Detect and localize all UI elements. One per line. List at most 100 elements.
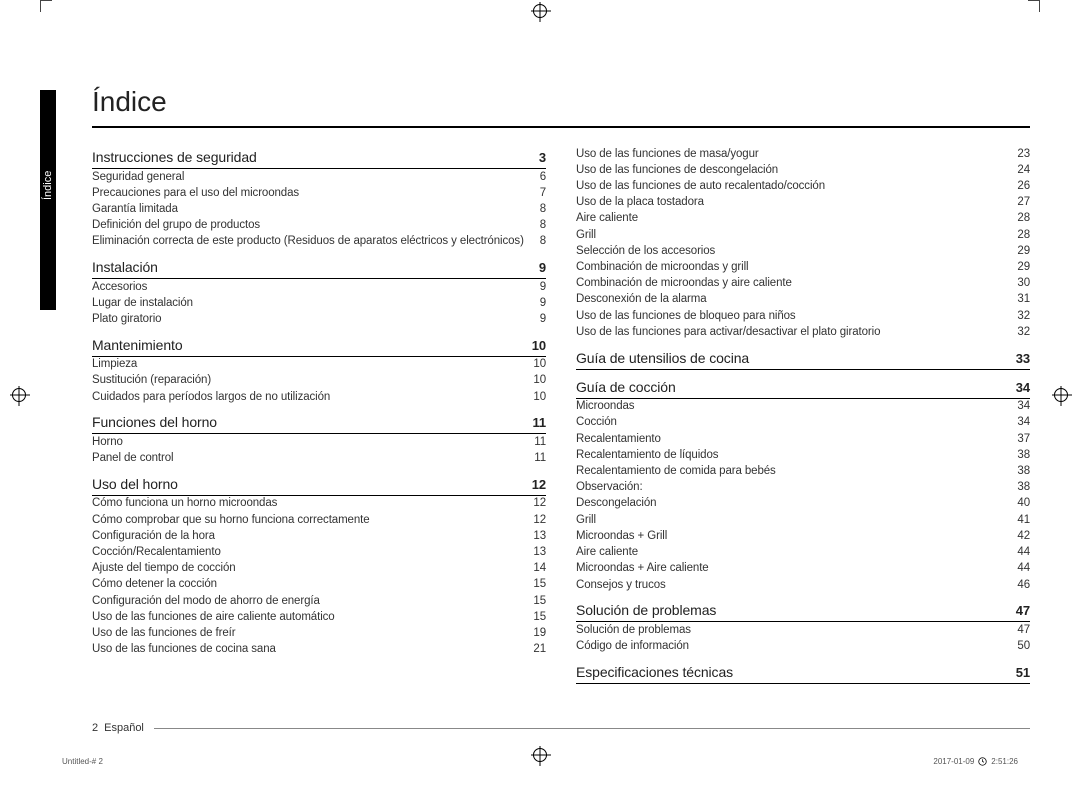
toc-entry: Cocción/Recalentamiento13 <box>92 545 546 561</box>
entry-page: 44 <box>1009 546 1030 559</box>
entry-page: 38 <box>1009 465 1030 478</box>
toc-entry: Seguridad general6 <box>92 169 546 185</box>
section-page: 12 <box>532 477 546 492</box>
entry-page: 10 <box>525 358 546 371</box>
entry-page: 12 <box>525 497 546 510</box>
entry-page: 14 <box>525 562 546 575</box>
page-title: Índice <box>92 86 1030 118</box>
toc-columns: Instrucciones de seguridad3Seguridad gen… <box>92 146 1030 684</box>
section-title: Especificaciones técnicas <box>576 664 733 680</box>
entry-title: Panel de control <box>92 452 174 465</box>
entry-title: Accesorios <box>92 281 147 294</box>
toc-entry: Uso de las funciones de cocina sana21 <box>92 642 546 658</box>
section-page: 33 <box>1016 351 1030 366</box>
registration-mark <box>1054 388 1068 402</box>
entry-page: 38 <box>1009 449 1030 462</box>
entry-page: 9 <box>532 281 546 294</box>
toc-entry: Recalentamiento37 <box>576 431 1030 447</box>
toc-entry: Cuidados para períodos largos de no util… <box>92 389 546 405</box>
entry-page: 32 <box>1009 326 1030 339</box>
entry-page: 37 <box>1009 433 1030 446</box>
entry-title: Precauciones para el uso del microondas <box>92 187 299 200</box>
entry-page: 15 <box>525 595 546 608</box>
toc-entry: Uso de las funciones de bloqueo para niñ… <box>576 308 1030 324</box>
toc-entry: Código de información50 <box>576 638 1030 654</box>
toc-entry: Sustitución (reparación)10 <box>92 373 546 389</box>
entry-title: Plato giratorio <box>92 313 161 326</box>
entry-page: 8 <box>532 219 546 232</box>
toc-entry: Lugar de instalación9 <box>92 295 546 311</box>
entry-page: 9 <box>532 297 546 310</box>
entry-page: 44 <box>1009 562 1030 575</box>
toc-entry: Definición del grupo de productos 8 <box>92 218 546 234</box>
toc-entry: Uso de las funciones de freír 19 <box>92 626 546 642</box>
entry-page: 31 <box>1009 293 1030 306</box>
section-title: Uso del horno <box>92 476 178 492</box>
entry-title: Eliminación correcta de este producto (R… <box>92 235 524 248</box>
entry-title: Combinación de microondas y grill <box>576 261 748 274</box>
entry-title: Solución de problemas <box>576 624 691 637</box>
entry-title: Garantía limitada <box>92 203 178 216</box>
toc-entry: Configuración del modo de ahorro de ener… <box>92 593 546 609</box>
entry-title: Uso de las funciones de freír <box>92 627 235 640</box>
entry-title: Cómo funciona un horno microondas <box>92 497 277 510</box>
entry-page: 42 <box>1009 530 1030 543</box>
toc-left-column: Instrucciones de seguridad3Seguridad gen… <box>92 146 546 684</box>
toc-entry: Microondas + Grill42 <box>576 528 1030 544</box>
entry-page: 9 <box>532 313 546 326</box>
entry-page: 47 <box>1009 624 1030 637</box>
entry-page: 10 <box>525 391 546 404</box>
entry-title: Descongelación <box>576 497 656 510</box>
entry-page: 28 <box>1009 212 1030 225</box>
section-page: 51 <box>1016 665 1030 680</box>
section-title: Guía de utensilios de cocina <box>576 350 749 366</box>
entry-page: 28 <box>1009 229 1030 242</box>
entry-title: Uso de la placa tostadora <box>576 196 704 209</box>
toc-entry: Ajuste del tiempo de cocción14 <box>92 561 546 577</box>
toc-entry: Desconexión de la alarma31 <box>576 292 1030 308</box>
entry-title: Grill <box>576 514 596 527</box>
toc-section-heading: Especificaciones técnicas 51 <box>576 661 1030 684</box>
toc-entry: Descongelación 40 <box>576 496 1030 512</box>
toc-entry: Horno 11 <box>92 434 546 450</box>
section-title: Guía de cocción <box>576 379 676 395</box>
entry-page: 23 <box>1009 148 1030 161</box>
entry-title: Cocción <box>576 416 617 429</box>
entry-page: 29 <box>1009 245 1030 258</box>
entry-title: Definición del grupo de productos <box>92 219 260 232</box>
toc-entry: Combinación de microondas y grill29 <box>576 260 1030 276</box>
section-page: 9 <box>539 260 546 275</box>
footer-rule <box>154 728 1030 729</box>
toc-entry: Accesorios 9 <box>92 279 546 295</box>
entry-title: Horno <box>92 436 123 449</box>
entry-page: 15 <box>525 578 546 591</box>
toc-entry: Aire caliente28 <box>576 211 1030 227</box>
section-page: 34 <box>1016 380 1030 395</box>
toc-section-heading: Funciones del horno11 <box>92 411 546 434</box>
side-tab: Índice <box>40 90 56 310</box>
toc-entry: Panel de control11 <box>92 451 546 467</box>
section-title: Solución de problemas <box>576 602 716 618</box>
section-page: 47 <box>1016 603 1030 618</box>
slug-time: 2:51:26 <box>991 757 1018 766</box>
entry-page: 11 <box>526 436 546 449</box>
section-title: Instrucciones de seguridad <box>92 149 257 165</box>
entry-page: 50 <box>1009 640 1030 653</box>
toc-entry: Configuración de la hora13 <box>92 528 546 544</box>
entry-page: 46 <box>1009 579 1030 592</box>
toc-entry: Cocción34 <box>576 415 1030 431</box>
entry-title: Microondas + Aire caliente <box>576 562 709 575</box>
entry-page: 40 <box>1009 497 1030 510</box>
entry-title: Grill <box>576 229 596 242</box>
toc-entry: Recalentamiento de líquidos38 <box>576 447 1030 463</box>
toc-entry: Aire caliente44 <box>576 545 1030 561</box>
toc-entry: Uso de las funciones de masa/yogur23 <box>576 146 1030 162</box>
document-page: Índice Índice Instrucciones de seguridad… <box>0 0 1080 790</box>
toc-entry: Limpieza10 <box>92 357 546 373</box>
toc-entry: Uso de las funciones de descongelación24 <box>576 162 1030 178</box>
toc-entry: Uso de las funciones para activar/desact… <box>576 324 1030 340</box>
entry-page: 19 <box>525 627 546 640</box>
toc-entry: Uso de las funciones de aire caliente au… <box>92 609 546 625</box>
entry-page: 21 <box>525 643 546 656</box>
toc-entry: Uso de la placa tostadora27 <box>576 195 1030 211</box>
